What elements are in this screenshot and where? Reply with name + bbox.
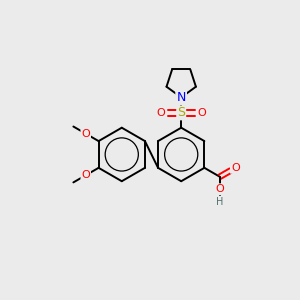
Text: O: O [81, 170, 90, 180]
Text: H: H [216, 197, 224, 207]
Text: O: O [197, 108, 206, 118]
Text: O: O [215, 184, 224, 194]
Text: S: S [177, 106, 185, 119]
Text: O: O [231, 163, 240, 173]
Text: N: N [176, 91, 186, 104]
Text: O: O [81, 129, 90, 139]
Text: N: N [176, 91, 186, 104]
Text: O: O [157, 108, 165, 118]
